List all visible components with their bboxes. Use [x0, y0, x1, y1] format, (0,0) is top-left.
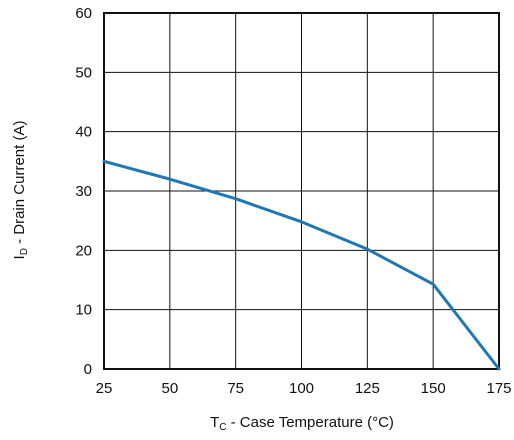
x-tick-label: 175	[486, 380, 511, 397]
x-axis-ticks: 25 50 75 100 125 150 175	[96, 380, 512, 397]
x-tick-label: 150	[421, 380, 446, 397]
y-tick-label: 60	[75, 5, 92, 22]
x-tick-label: 50	[161, 380, 178, 397]
x-tick-label: 100	[289, 380, 314, 397]
y-tick-label: 0	[84, 361, 92, 378]
plot-frame	[103, 12, 500, 370]
grid-lines	[104, 13, 499, 369]
y-tick-label: 20	[75, 242, 92, 259]
y-tick-label: 10	[75, 302, 92, 319]
x-tick-label: 75	[227, 380, 244, 397]
series-layer	[102, 159, 501, 371]
y-tick-label: 50	[75, 64, 92, 81]
x-axis-title: TC - Case Temperature (°C)	[210, 414, 394, 433]
x-tick-label: 25	[96, 380, 113, 397]
series-line	[102, 159, 501, 371]
plot-border	[103, 12, 500, 370]
y-axis-ticks: 0 10 20 30 40 50 60	[75, 5, 92, 378]
y-tick-label: 30	[75, 183, 92, 200]
y-tick-label: 40	[75, 124, 92, 141]
y-axis-title: ID - Drain Current (A)	[11, 121, 30, 260]
x-tick-label: 125	[355, 380, 380, 397]
